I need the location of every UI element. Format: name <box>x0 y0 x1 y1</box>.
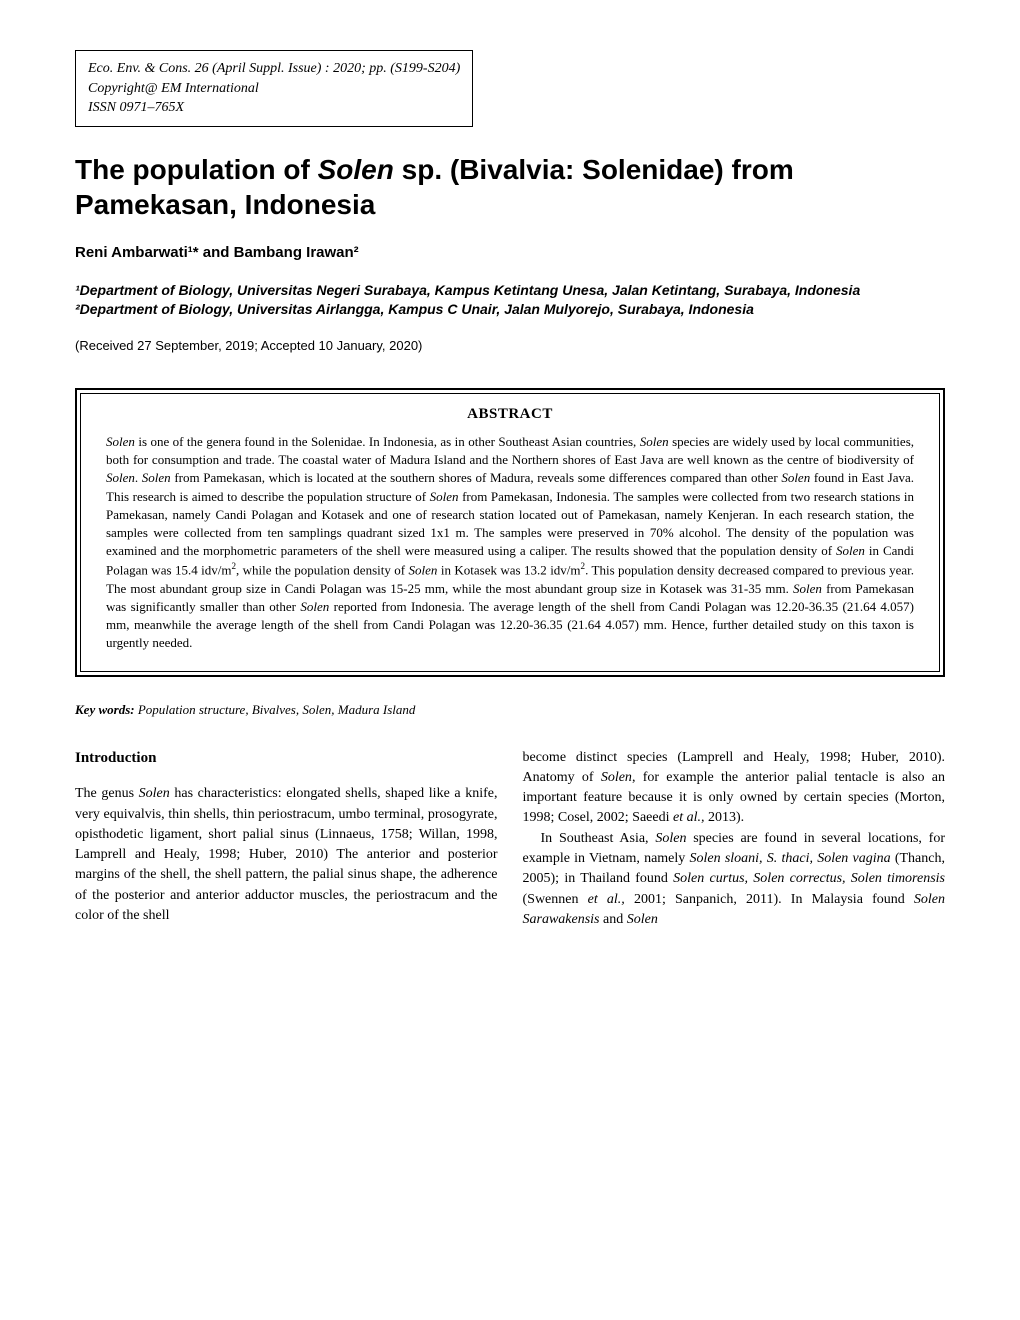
citation-journal: Eco. Env. & Cons. 26 (April Suppl. Issue… <box>88 59 460 79</box>
abstract-inner: ABSTRACT Solen is one of the genera foun… <box>80 393 940 672</box>
abstract-text: Solen is one of the genera found in the … <box>106 433 914 653</box>
abstract-box: ABSTRACT Solen is one of the genera foun… <box>75 388 945 677</box>
citation-box: Eco. Env. & Cons. 26 (April Suppl. Issue… <box>75 50 473 127</box>
keywords-text: Population structure, Bivalves, Solen, M… <box>135 702 416 717</box>
dates: (Received 27 September, 2019; Accepted 1… <box>75 338 945 353</box>
citation-issn: ISSN 0971–765X <box>88 98 460 118</box>
keywords: Key words: Population structure, Bivalve… <box>75 702 945 718</box>
intro-para-1: The genus Solen has characteristics: elo… <box>75 784 498 926</box>
affiliations: ¹Department of Biology, Universitas Nege… <box>75 281 945 320</box>
title-italic: Solen <box>318 154 394 185</box>
affiliation-1: ¹Department of Biology, Universitas Nege… <box>75 281 945 301</box>
introduction-heading: Introduction <box>75 748 498 770</box>
intro-para-2: become distinct species (Lamprell and He… <box>523 748 946 829</box>
affiliation-2: ²Department of Biology, Universitas Airl… <box>75 300 945 320</box>
keywords-label: Key words: <box>75 702 135 717</box>
column-left: Introduction The genus Solen has charact… <box>75 748 498 931</box>
authors: Reni Ambarwati¹* and Bambang Irawan² <box>75 244 945 261</box>
title-prefix: The population of <box>75 154 318 185</box>
body-columns: Introduction The genus Solen has charact… <box>75 748 945 931</box>
article-title: The population of Solen sp. (Bivalvia: S… <box>75 152 945 222</box>
intro-para-3: In Southeast Asia, Solen species are fou… <box>523 829 946 930</box>
column-right: become distinct species (Lamprell and He… <box>523 748 946 931</box>
citation-copyright: Copyright@ EM International <box>88 79 460 99</box>
abstract-heading: ABSTRACT <box>106 406 914 423</box>
